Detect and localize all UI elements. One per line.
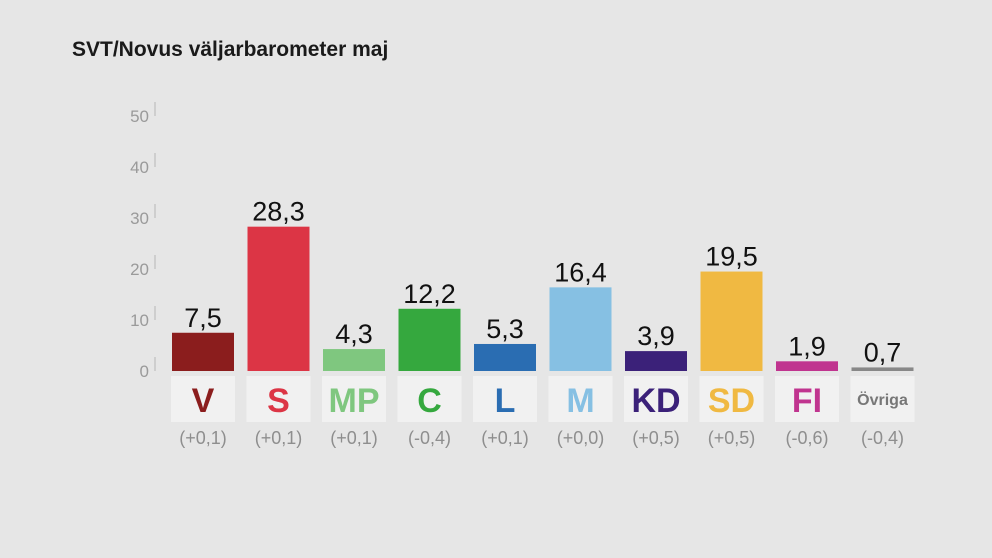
category-label: M	[566, 382, 594, 420]
bars	[172, 226, 914, 371]
category-label: KD	[631, 382, 680, 420]
category-label: V	[192, 382, 215, 420]
value-label: 1,9	[788, 331, 826, 361]
bar-l	[474, 343, 536, 371]
value-label: 7,5	[184, 303, 222, 333]
party-label-box	[850, 376, 915, 422]
value-label: 16,4	[554, 257, 607, 287]
change-label: (+0,1)	[330, 428, 378, 448]
change-label: (+0,5)	[632, 428, 680, 448]
bar-v	[172, 332, 234, 371]
value-label: 3,9	[637, 321, 675, 351]
y-tick-label: 0	[140, 362, 149, 381]
bar-labels: 7,5 V (+0,1) 28,3 S (+0,1) 4,3 MP (+0,1) 12,2 C (-0…	[171, 197, 915, 448]
y-tick-label: 20	[130, 260, 149, 279]
bar-mp	[323, 349, 385, 371]
change-label: (+0,1)	[481, 428, 529, 448]
change-label: (-0,6)	[785, 428, 828, 448]
category-label: L	[495, 382, 516, 420]
value-label: 28,3	[252, 197, 305, 227]
bar-c	[398, 308, 461, 371]
bar-m	[549, 287, 612, 371]
category-label: Övriga	[857, 390, 908, 409]
change-label: (-0,4)	[861, 428, 904, 448]
chart-title: SVT/Novus väljarbarometer maj	[72, 38, 389, 61]
change-label: (-0,4)	[408, 428, 451, 448]
party-label-box	[322, 376, 386, 422]
party-label-box	[548, 376, 613, 422]
party-label-box	[473, 376, 537, 422]
bar-kd	[625, 351, 687, 371]
y-axis: 0 10 20 30 40 50	[130, 102, 156, 381]
bar-sd	[700, 271, 763, 371]
y-tick-label: 40	[130, 158, 149, 177]
y-tick-label: 10	[130, 311, 149, 330]
change-label: (+0,0)	[557, 428, 605, 448]
bar-fi	[776, 361, 838, 371]
category-label: SD	[708, 382, 755, 420]
bar-övriga	[851, 367, 914, 371]
party-label-box	[775, 376, 839, 422]
category-label: S	[267, 382, 290, 420]
change-label: (+0,5)	[708, 428, 756, 448]
bar-s	[247, 226, 310, 371]
category-label: C	[417, 382, 442, 420]
value-label: 12,2	[403, 279, 456, 309]
party-label-box	[699, 376, 764, 422]
party-label-box	[624, 376, 688, 422]
change-label: (+0,1)	[255, 428, 303, 448]
y-tick-label: 30	[130, 209, 149, 228]
value-label: 0,7	[864, 337, 902, 367]
category-label: FI	[792, 382, 822, 420]
value-label: 5,3	[486, 314, 524, 344]
value-label: 4,3	[335, 319, 373, 349]
party-label-box	[397, 376, 462, 422]
value-label: 19,5	[705, 242, 758, 272]
party-label-box	[246, 376, 311, 422]
y-tick-label: 50	[130, 107, 149, 126]
change-label: (+0,1)	[179, 428, 227, 448]
party-label-box	[171, 376, 235, 422]
category-label: MP	[329, 382, 380, 420]
